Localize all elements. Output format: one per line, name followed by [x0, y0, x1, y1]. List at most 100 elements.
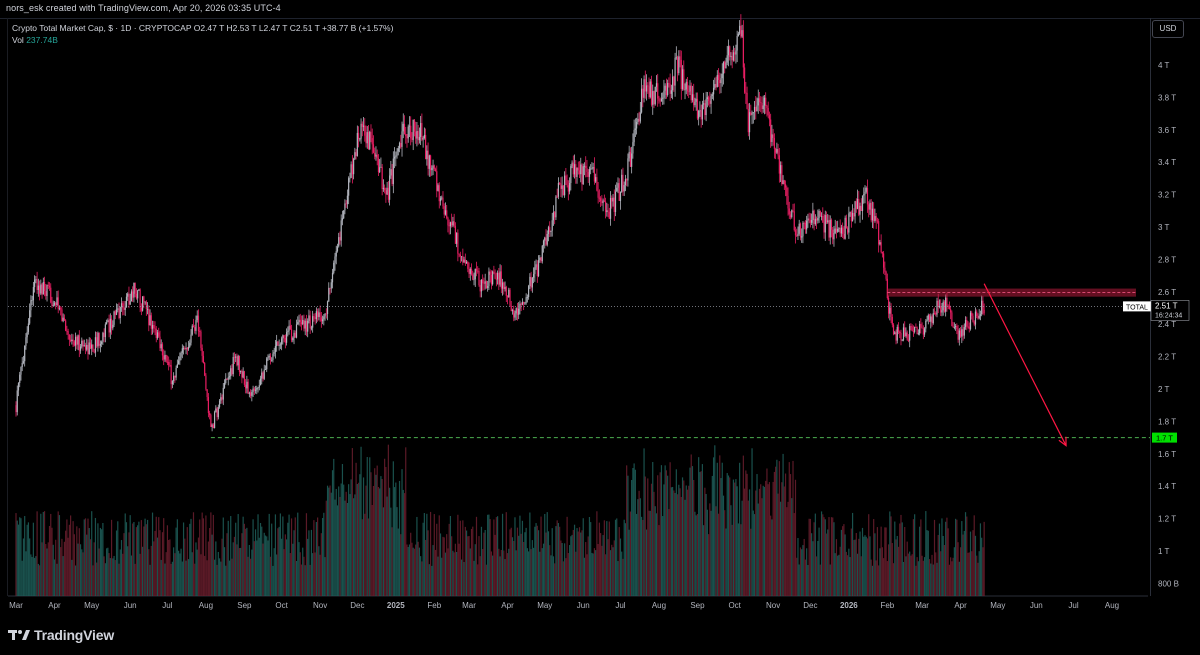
- x-tick-label: Dec: [803, 601, 817, 610]
- candle-body: [977, 316, 979, 319]
- candle-body: [797, 233, 799, 236]
- tradingview-logo-icon: [8, 630, 30, 640]
- tradingview-logo[interactable]: TradingView: [8, 627, 114, 643]
- volume-bar: [150, 545, 152, 596]
- candle-body: [734, 52, 736, 55]
- candle-body: [262, 372, 264, 379]
- volume-bar: [46, 548, 48, 596]
- candle-body: [920, 323, 922, 328]
- candle-body: [272, 353, 274, 360]
- candle-body: [41, 284, 43, 295]
- volume-bar: [474, 544, 476, 596]
- candle-body: [175, 367, 177, 378]
- volume-bar: [501, 513, 504, 596]
- volume-bar: [308, 530, 310, 596]
- candle-body: [407, 126, 409, 139]
- candle-body: [879, 242, 881, 245]
- volume-bar: [148, 549, 150, 596]
- volume-bar: [223, 547, 226, 596]
- candle-body: [720, 78, 722, 84]
- candle-body: [200, 331, 202, 348]
- volume-bar: [902, 561, 905, 596]
- candle-body: [715, 84, 717, 88]
- candle-body: [365, 135, 367, 144]
- volume-bar: [22, 538, 25, 596]
- volume-bar: [458, 543, 460, 596]
- volume-bar: [736, 486, 738, 596]
- candle-body: [673, 76, 675, 86]
- candle-body: [638, 118, 640, 122]
- candle-body: [164, 354, 166, 360]
- volume-bar: [850, 528, 852, 596]
- volume-bar: [910, 555, 912, 596]
- candle-body: [226, 378, 228, 380]
- candle-body: [948, 305, 950, 310]
- volume-bar: [802, 545, 804, 596]
- volume-bar: [463, 562, 465, 596]
- candle-body: [385, 190, 387, 195]
- volume-bar: [901, 522, 903, 596]
- x-tick-label: 2025: [387, 601, 405, 610]
- volume-bar: [117, 521, 119, 596]
- candle-body: [755, 106, 757, 112]
- volume-bar: [843, 524, 845, 596]
- candle-body: [389, 175, 391, 200]
- volume-bar: [890, 516, 892, 596]
- y-axis: 800 B1 T1.2 T1.4 T1.6 T1.8 T2 T2.2 T2.4 …: [1158, 61, 1179, 588]
- candle-body: [178, 360, 180, 365]
- volume-bar: [945, 521, 947, 596]
- volume-bar: [366, 457, 368, 596]
- volume-bar: [798, 564, 800, 596]
- candle-body: [180, 352, 182, 357]
- volume-bar: [191, 552, 193, 596]
- volume-bar: [279, 513, 281, 596]
- volume-bar: [115, 530, 118, 596]
- candle-body: [926, 319, 928, 321]
- candle-body: [82, 340, 84, 347]
- symbol-label: TOTAL: [1126, 304, 1148, 311]
- candle-body: [843, 233, 845, 239]
- volume-bar: [93, 542, 95, 596]
- volume-bar: [417, 541, 419, 596]
- candle-body: [460, 256, 463, 258]
- volume-bar: [870, 559, 872, 596]
- candle-body: [73, 341, 75, 346]
- chart-legend: Crypto Total Market Cap, $ · 1D · CRYPTO…: [12, 22, 393, 46]
- candle-body: [550, 230, 552, 232]
- volume-bar: [617, 561, 619, 596]
- volume-bar: [349, 494, 351, 596]
- legend-title[interactable]: Crypto Total Market Cap, $ · 1D · CRYPTO…: [12, 23, 192, 33]
- candle-body: [493, 271, 495, 274]
- volume-bar: [525, 527, 527, 596]
- candle-body: [87, 344, 89, 355]
- volume-bar: [789, 474, 792, 596]
- currency-button[interactable]: USD: [1152, 20, 1184, 38]
- volume-bar: [340, 483, 342, 596]
- volume-bar: [483, 532, 485, 596]
- candle-body: [15, 405, 17, 413]
- legend-vol-label[interactable]: Vol: [12, 35, 24, 45]
- volume-bar: [65, 530, 67, 596]
- candle-body: [811, 220, 813, 223]
- candle-body: [391, 169, 393, 185]
- candle-body: [806, 220, 808, 230]
- tradingview-wordmark: TradingView: [34, 627, 115, 643]
- volume-bar: [268, 513, 270, 596]
- volume-bar: [353, 498, 355, 596]
- volume-bar: [184, 538, 186, 596]
- volume-bar: [451, 536, 453, 596]
- candle-body: [746, 92, 748, 109]
- candle-body: [242, 371, 244, 378]
- volume-bar: [740, 524, 742, 596]
- volume-bar: [192, 512, 195, 596]
- candle-body: [38, 285, 41, 294]
- volume-bar: [829, 564, 831, 596]
- volume-bar: [496, 516, 499, 596]
- volume-bar: [937, 534, 939, 596]
- candle-body: [799, 223, 802, 238]
- volume-bar: [490, 551, 492, 596]
- volume-bar: [686, 489, 689, 596]
- candle-body: [452, 221, 454, 226]
- volume-bar: [514, 517, 516, 596]
